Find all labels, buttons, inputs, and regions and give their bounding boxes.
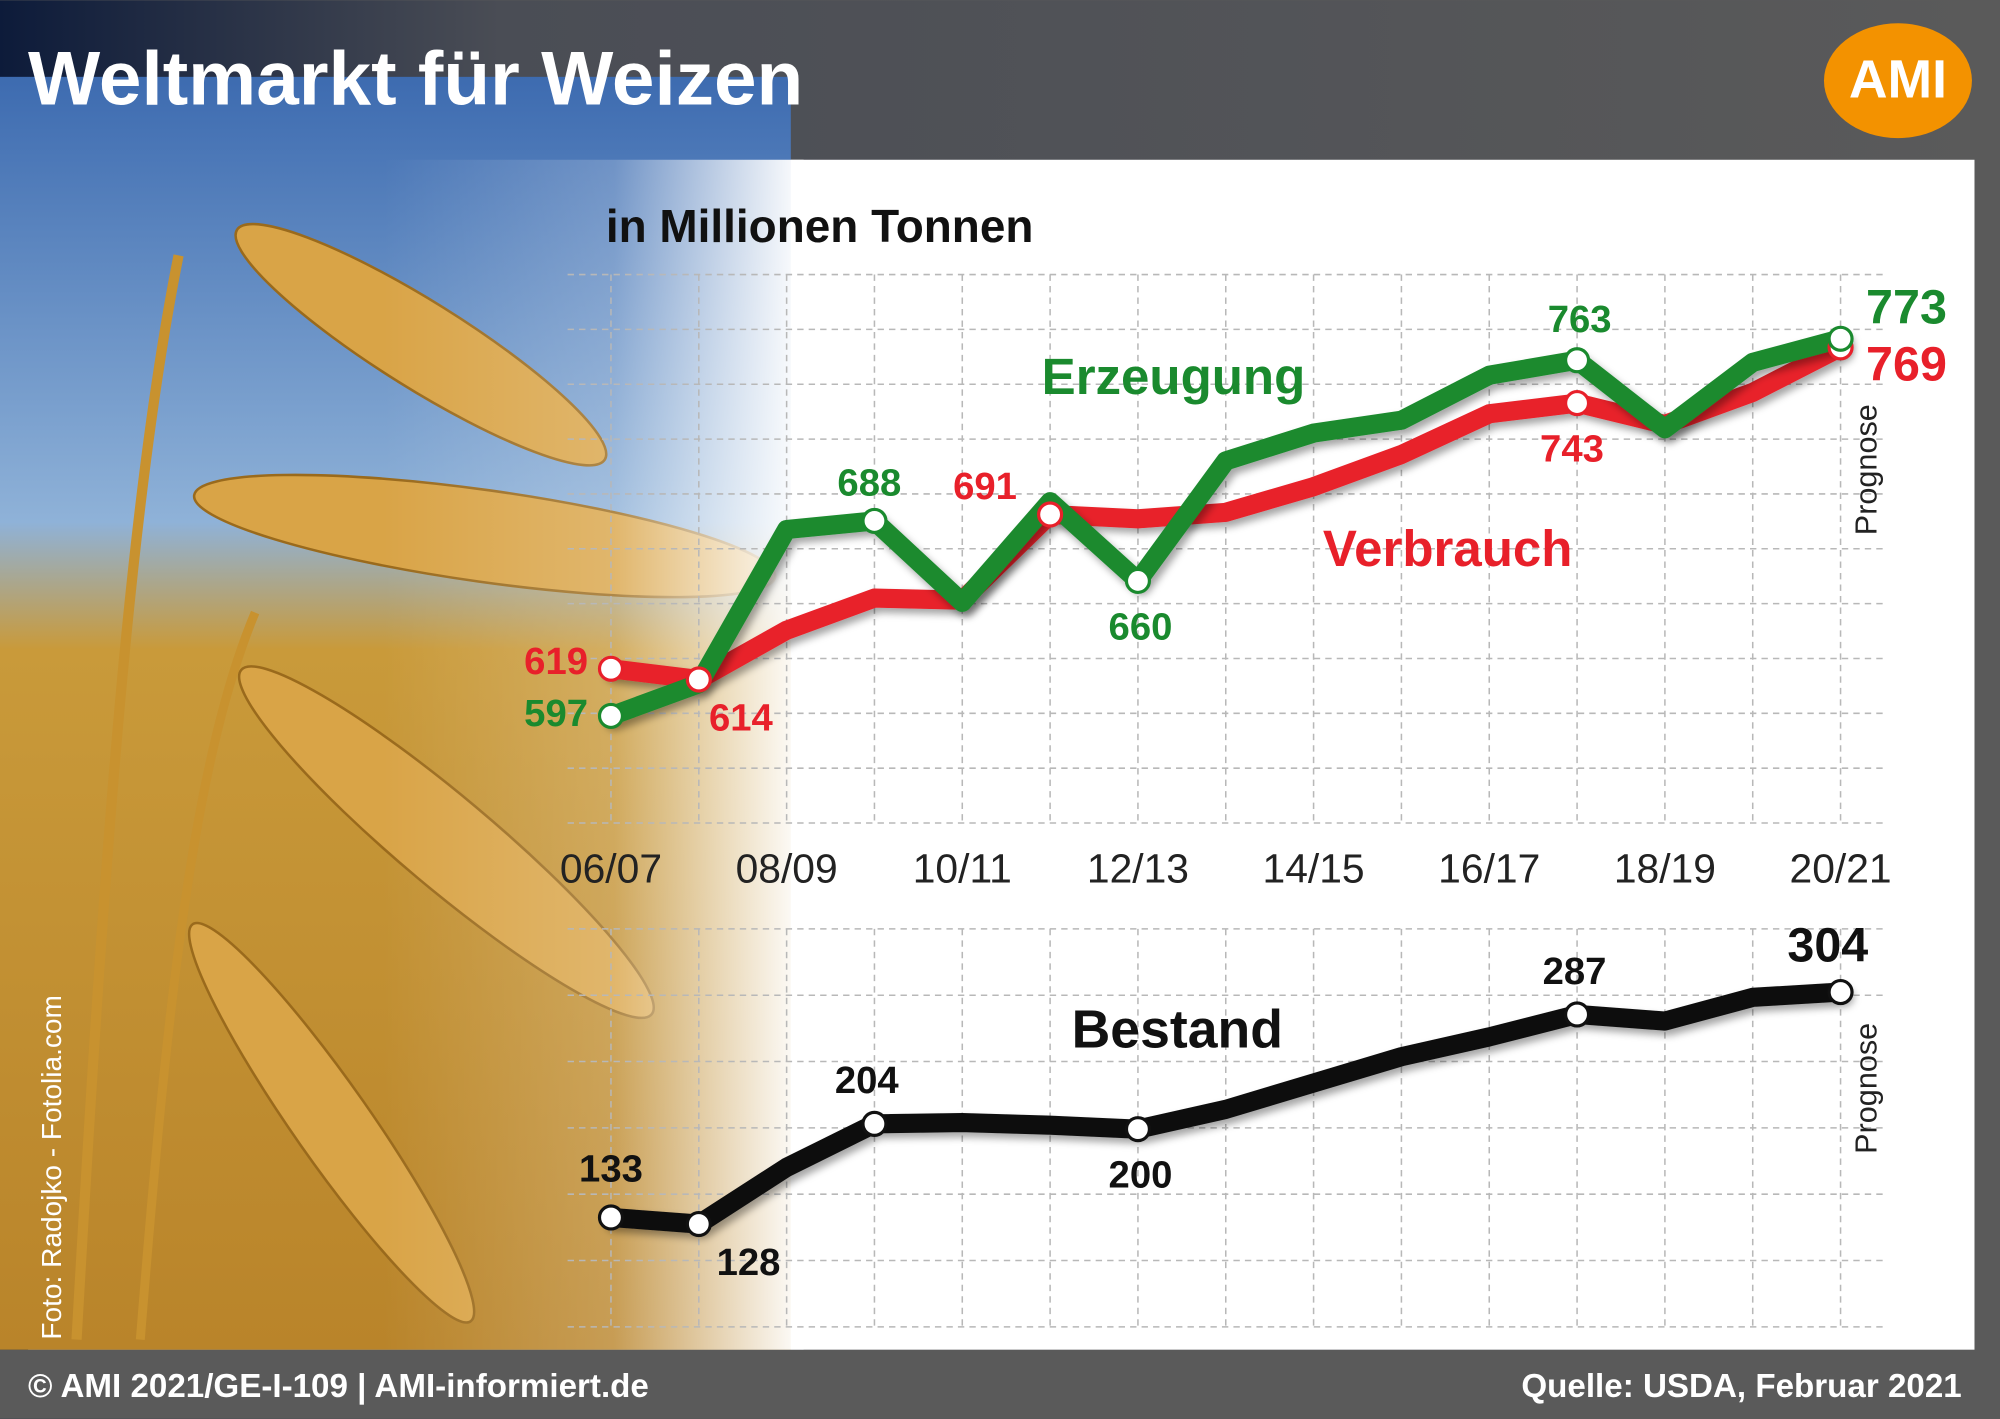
data-label: 660 — [1109, 606, 1173, 649]
data-label: 200 — [1109, 1154, 1173, 1197]
logo — [1823, 23, 1972, 139]
footer-right: Quelle: USDA, Februar 2021 — [1521, 1368, 1961, 1405]
x-tick-label: 16/17 — [1438, 845, 1540, 891]
point-marker — [1827, 978, 1854, 1006]
data-label: 614 — [709, 696, 774, 739]
point-marker — [1124, 567, 1152, 595]
point-marker — [1564, 389, 1591, 417]
x-tick-label: 06/07 — [560, 845, 662, 891]
x-tick-label: 20/21 — [1790, 845, 1892, 891]
point-marker — [1827, 325, 1854, 352]
x-tick-label: 14/15 — [1263, 845, 1365, 891]
series-line — [601, 329, 1851, 726]
data-label: 597 — [524, 692, 588, 735]
x-tick-label: 10/11 — [913, 845, 1012, 891]
data-label: 287 — [1543, 950, 1607, 993]
data-label: 128 — [717, 1241, 781, 1284]
point-marker — [1124, 1116, 1152, 1143]
x-tick-label: 18/19 — [1614, 845, 1716, 891]
point-marker — [597, 702, 625, 730]
logo-text: AMI — [1849, 50, 1947, 109]
data-label: 133 — [579, 1148, 643, 1191]
chart-subtitle: in Millionen Tonnen — [606, 200, 1034, 252]
point-marker — [861, 1110, 888, 1137]
page-title: Weltmarkt für Weizen — [28, 37, 803, 122]
series-name: Erzeugung — [1042, 348, 1306, 405]
photo-credit: Foto: Radojko - Fotolia.com — [36, 995, 67, 1340]
point-marker — [685, 1210, 712, 1238]
point-marker — [861, 507, 888, 535]
point-marker — [1564, 1001, 1591, 1028]
data-label: 773 — [1866, 281, 1947, 335]
footer-left: © AMI 2021/GE-I-109 | AMI-informiert.de — [28, 1368, 649, 1405]
data-label: 204 — [835, 1059, 900, 1102]
series-name: Verbrauch — [1323, 520, 1573, 577]
point-marker — [1564, 347, 1591, 374]
annotation: Prognose — [1850, 1023, 1884, 1154]
data-label: 688 — [837, 461, 901, 504]
data-label: 769 — [1866, 338, 1947, 392]
x-tick-label: 12/13 — [1087, 845, 1189, 891]
data-label: 763 — [1548, 298, 1612, 341]
photo-fade — [382, 159, 804, 1350]
data-label: 619 — [524, 640, 588, 683]
annotation: Prognose — [1850, 404, 1884, 535]
point-marker — [597, 655, 625, 682]
point-marker — [1037, 501, 1064, 528]
point-marker — [685, 666, 712, 693]
data-label: 743 — [1540, 428, 1604, 471]
point-marker — [597, 1204, 625, 1231]
series-name: Bestand — [1072, 1001, 1283, 1060]
series-line — [601, 982, 1851, 1234]
data-label: 304 — [1787, 918, 1868, 972]
x-tick-label: 08/09 — [736, 845, 838, 891]
footer-bar — [0, 1349, 2000, 1419]
data-label: 691 — [953, 465, 1017, 508]
